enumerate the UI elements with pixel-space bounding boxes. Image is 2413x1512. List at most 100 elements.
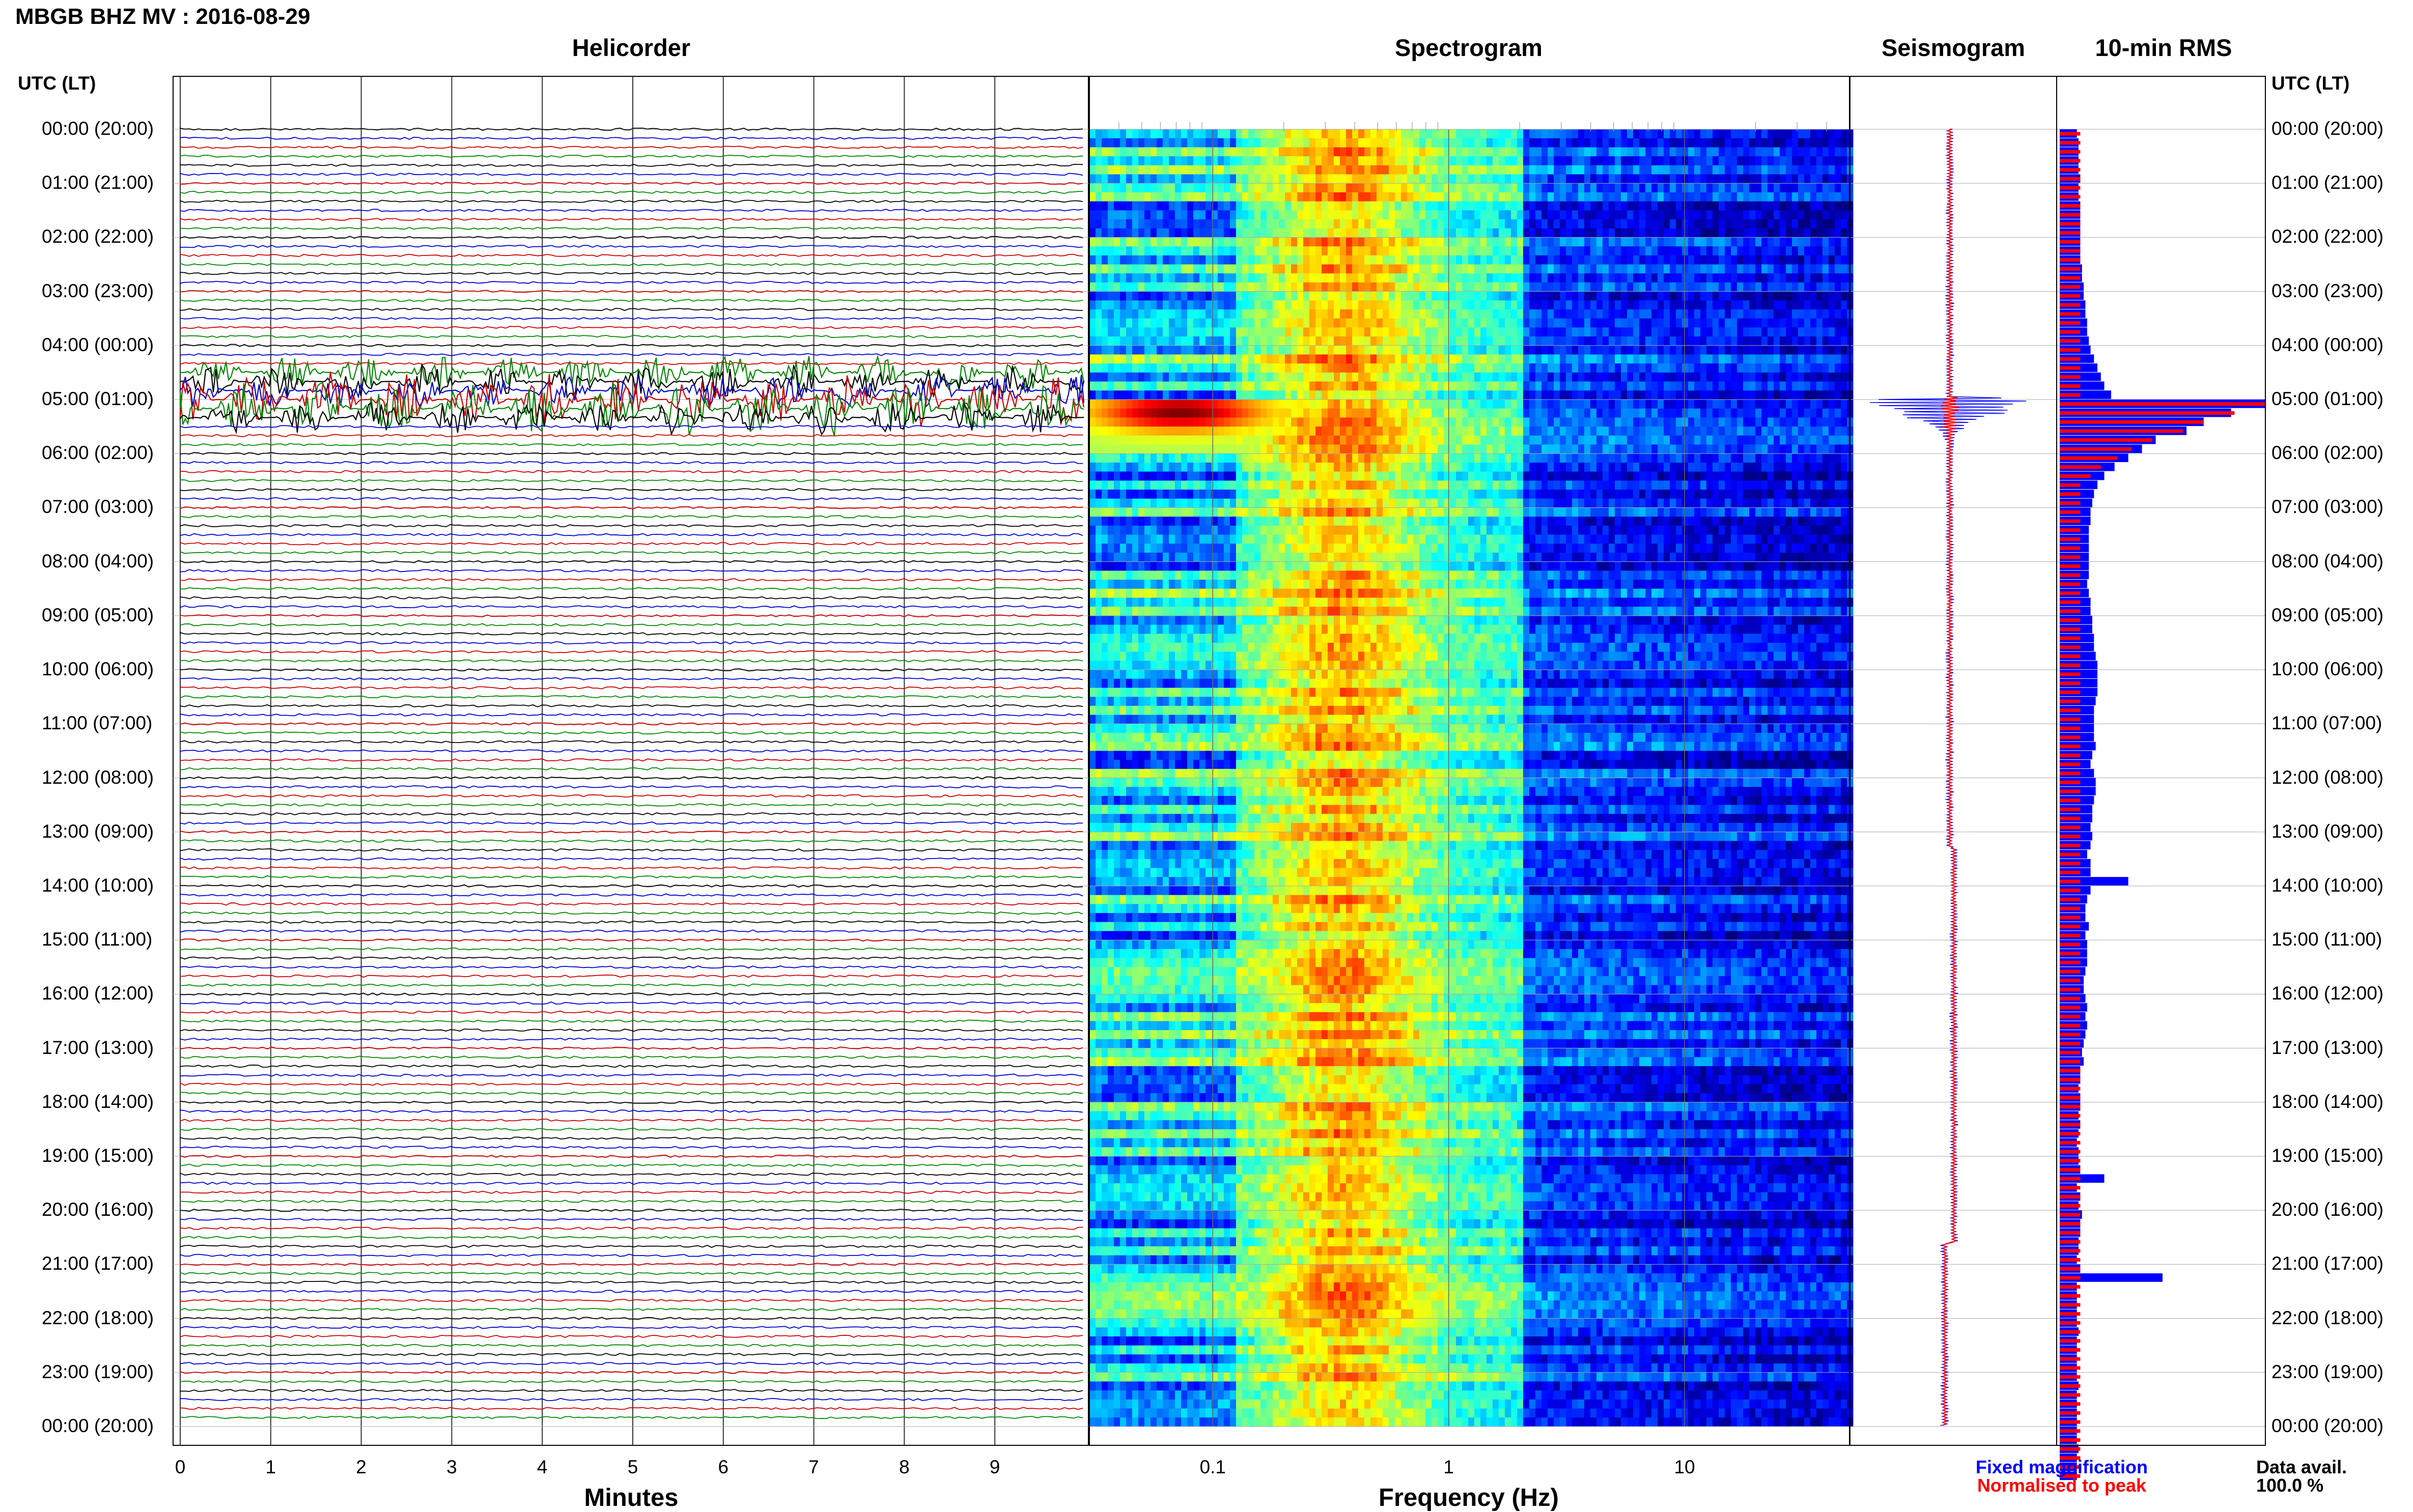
helicorder-trace [180,272,1083,274]
minute-tick-label: 7 [808,1457,819,1477]
rms-bar-normalised [2060,988,2080,991]
helicorder-trace [180,353,1083,355]
frequency-tick-label: 10 [1674,1457,1695,1477]
helicorder-trace [180,191,1083,193]
rms-bar-normalised [2060,375,2080,379]
rms-bar-normalised [2060,492,2080,496]
rms-bar-normalised [2060,555,2080,559]
rms-bar-normalised [2060,961,2080,964]
helicorder-trace [180,227,1083,230]
helicorder-trace [180,516,1083,518]
minute-tick-label: 6 [718,1457,729,1477]
rms-bar-normalised [2060,681,2080,685]
minute-tick-label: 3 [446,1457,457,1477]
helicorder-trace [180,263,1083,265]
helicorder-trace [180,1326,1083,1328]
minute-tick-label: 2 [356,1457,367,1477]
helicorder-trace [180,543,1083,545]
helicorder-trace [180,155,1083,157]
rms-bar-normalised [2060,1078,2080,1081]
helicorder-trace [180,921,1083,923]
helicorder-trace [180,660,1083,662]
rms-bar-normalised [2060,474,2091,478]
helicorder-trace [180,849,1083,851]
rms-bar-normalised [2060,132,2080,135]
rms-bar-normalised [2060,276,2080,280]
rms-bar-normalised [2060,1348,2080,1352]
helicorder-trace [180,741,1083,743]
helicorder-trace [180,768,1083,770]
helicorder-trace [180,326,1083,328]
rms-bar-normalised [2060,1384,2080,1388]
rms-bar-normalised [2060,798,2080,802]
rms-bar-normalised [2060,862,2080,865]
rms-bar-normalised [2060,1240,2080,1244]
rms-bar-normalised [2060,1132,2080,1135]
rms-bar-normalised [2060,772,2080,775]
helicorder-trace [180,462,1083,464]
helicorder-trace [180,966,1083,968]
rms-bar-normalised [2060,1375,2080,1379]
helicorder-trace [180,218,1083,220]
rms-bar-normalised [2060,249,2080,252]
rms-bar-normalised [2060,916,2080,919]
helicorder-trace [180,669,1083,671]
helicorder-trace [180,1128,1083,1130]
rms-bar-normalised [2060,1330,2080,1334]
helicorder-trace [180,1335,1083,1337]
rms-bar-normalised [2060,591,2080,595]
helicorder-trace [180,1380,1083,1382]
rms-bar-normalised [2060,258,2080,262]
rms-bar-normalised [2060,907,2080,910]
rms-bar-normalised [2060,1042,2080,1045]
helicorder-trace [180,1272,1083,1274]
helicorder-trace [180,1029,1083,1031]
helicorder-trace [180,894,1083,896]
helicorder-trace [180,714,1083,716]
rms-bar-normalised [2060,745,2080,748]
helicorder-trace [180,552,1083,554]
rms-bar-normalised [2060,1447,2080,1451]
helicorder-trace [180,822,1083,824]
rms-bar-normalised [2060,582,2080,586]
helicorder-trace [180,569,1083,572]
minute-tick-label: 8 [899,1457,910,1477]
helicorder-trace [180,840,1083,842]
rms-bar-normalised [2060,727,2080,730]
rms-bar-normalised [2060,1159,2080,1162]
helicorder-trace [180,615,1083,617]
minute-tick-label: 1 [266,1457,276,1477]
helicorder-trace [180,489,1083,491]
helicorder-trace [180,245,1083,247]
helicorder-trace [180,606,1083,608]
rms-bar-normalised [2060,1195,2080,1199]
rms-bar-normalised [2060,267,2080,271]
helicorder-trace [180,1353,1083,1355]
rms-bar-normalised [2060,312,2080,316]
rms-bar-normalised [2060,880,2080,883]
rms-bar-normalised [2060,1258,2080,1262]
rms-bar-normalised [2060,925,2080,928]
helicorder-trace [180,173,1083,175]
helicorder-trace [180,696,1083,698]
helicorder-trace [180,137,1083,139]
helicorder-trace [180,623,1083,625]
helicorder-trace [180,1281,1083,1283]
helicorder-trace [180,362,1083,364]
rms-bar-normalised [2060,348,2080,352]
rms-bar-normalised [2060,672,2080,676]
rms-bar-normalised [2060,1060,2080,1064]
rms-bar-normalised [2060,465,2101,469]
rms-bar-normalised [2060,1051,2080,1054]
helicorder-trace [180,1038,1083,1040]
helicorder-trace [180,957,1083,959]
helicorder-trace [180,1200,1083,1202]
rms-bar-normalised [2060,1339,2080,1343]
rms-bar-normalised [2060,457,2117,460]
rms-bar-normalised [2060,708,2080,712]
rms-bar-normalised [2060,1294,2080,1298]
rms-bar-normalised [2060,564,2080,568]
rms-bar-normalised [2060,943,2080,946]
helicorder-trace [180,795,1083,797]
rms-bar-normalised [2060,547,2080,550]
